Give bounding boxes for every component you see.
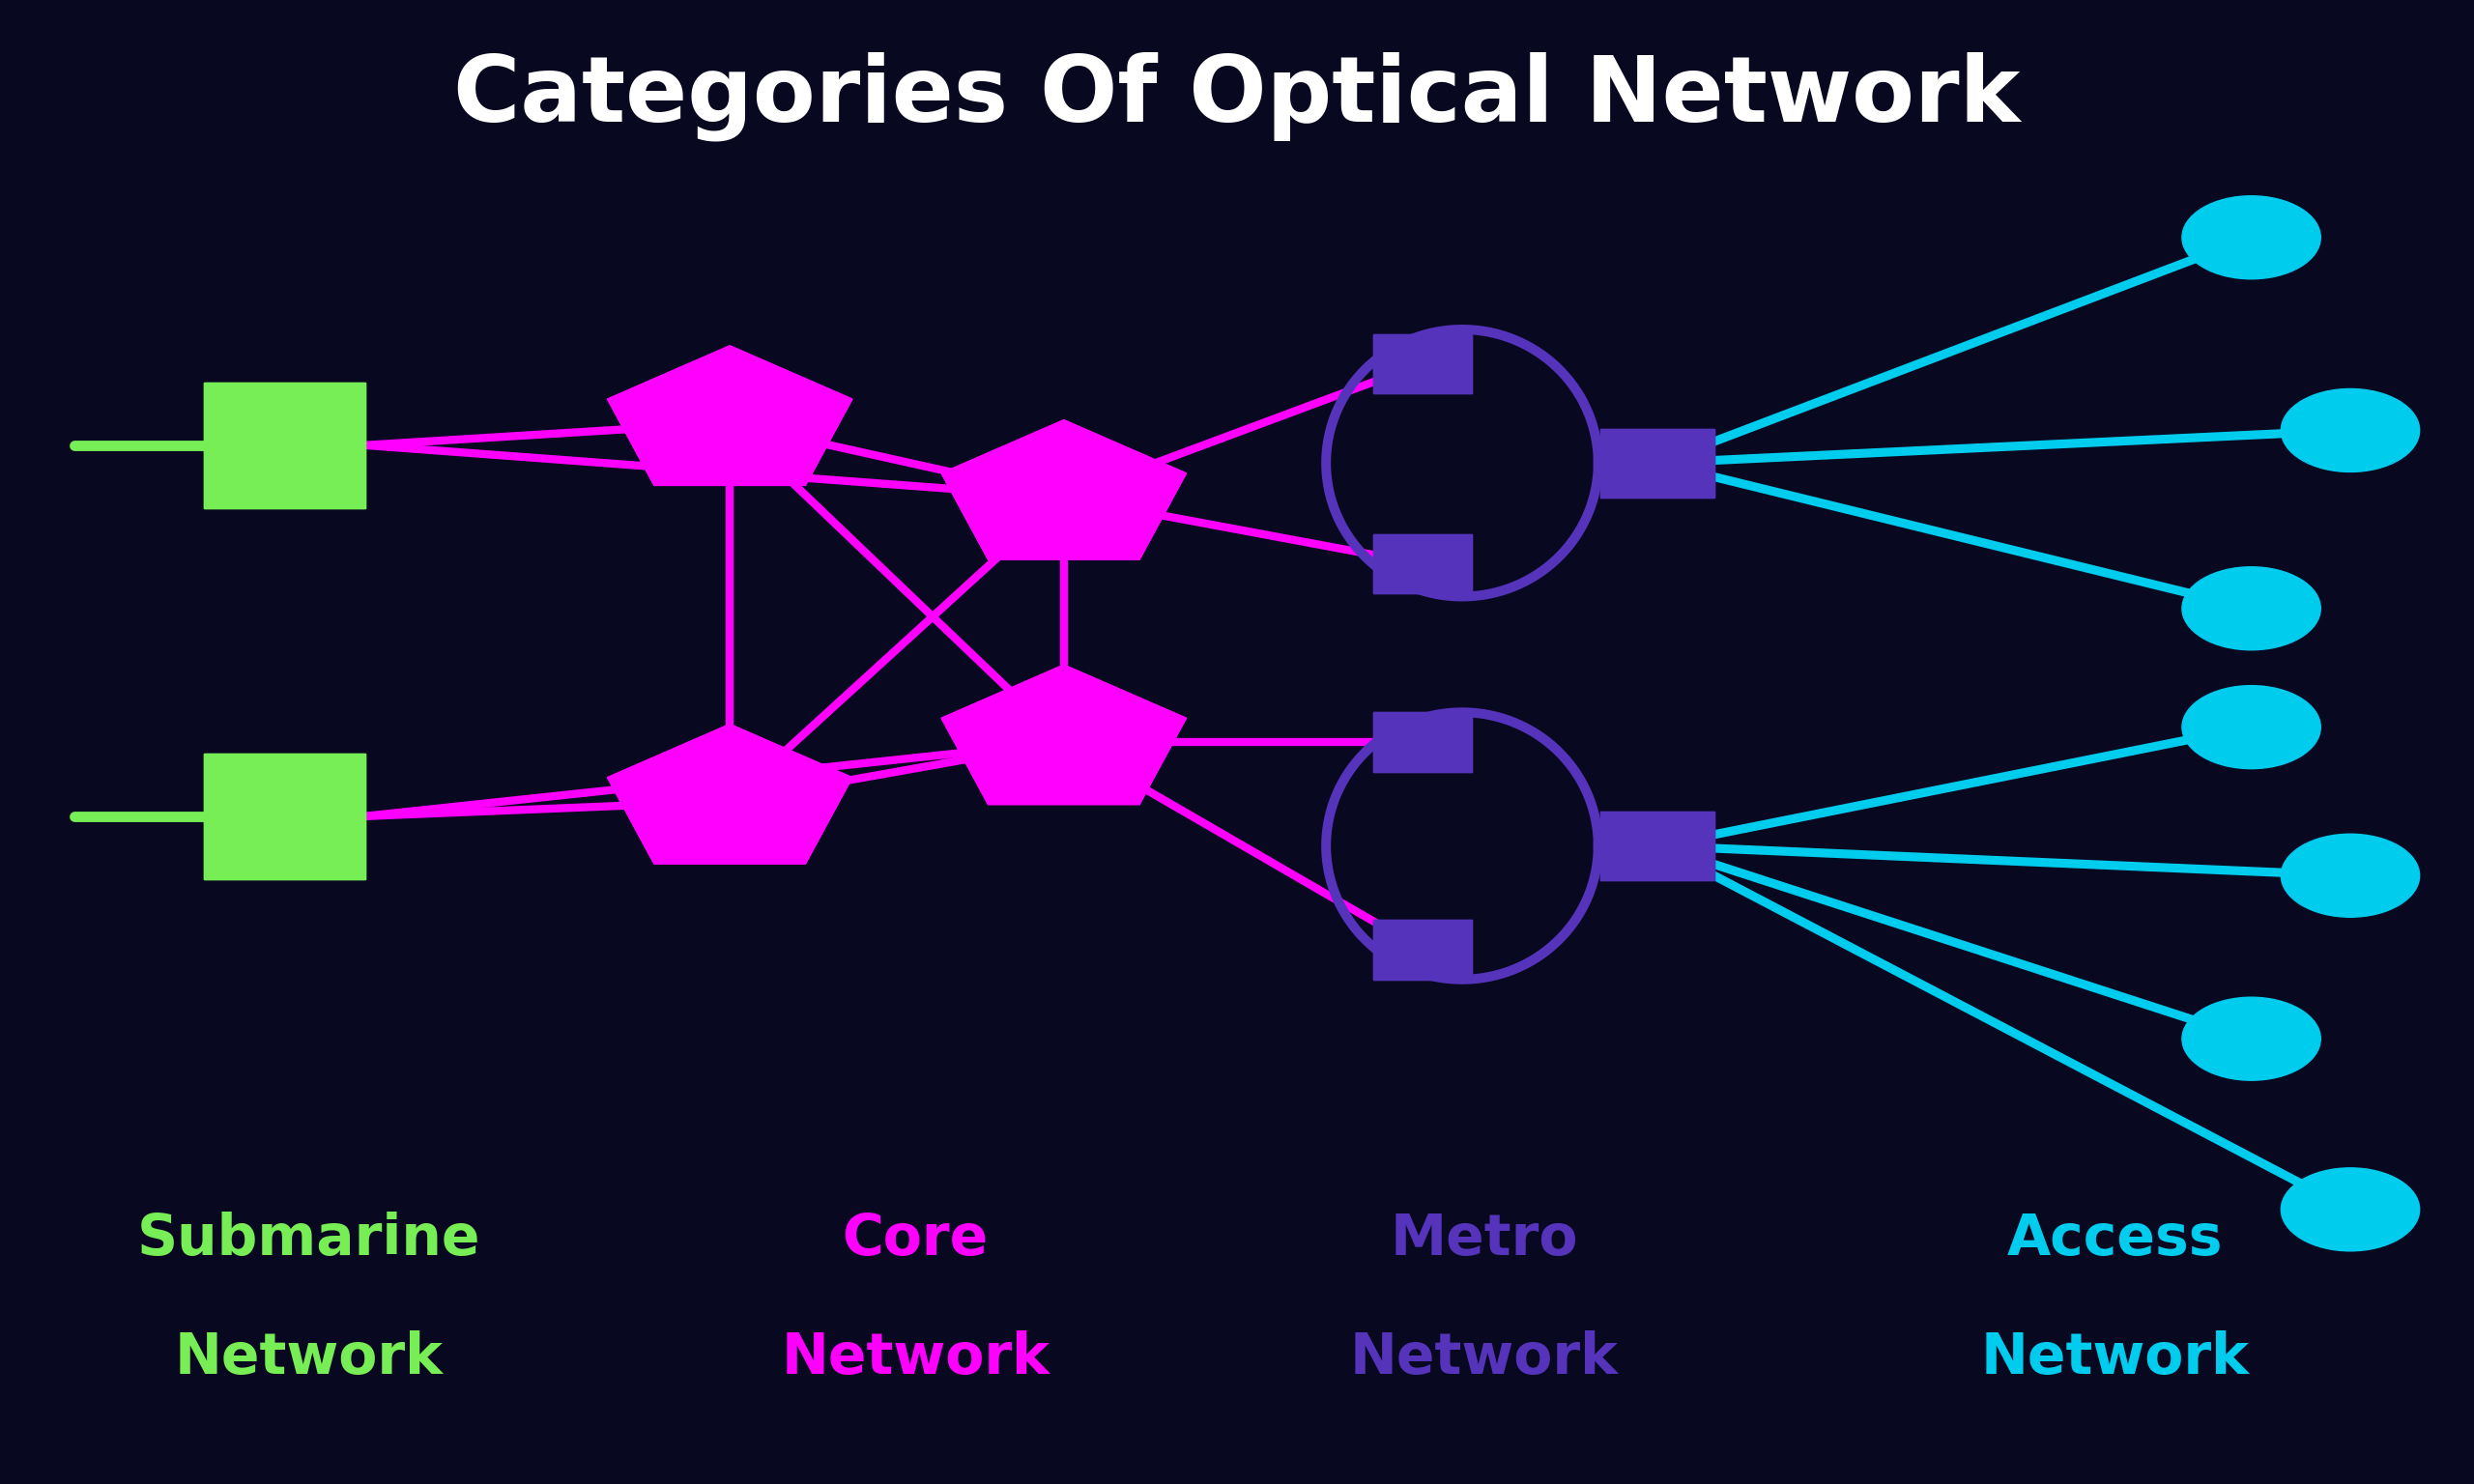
Text: Network: Network: [1982, 1330, 2249, 1386]
FancyBboxPatch shape: [1373, 920, 1472, 979]
FancyBboxPatch shape: [205, 754, 366, 879]
Polygon shape: [943, 420, 1185, 559]
FancyBboxPatch shape: [1373, 712, 1472, 772]
FancyBboxPatch shape: [1373, 712, 1472, 772]
Polygon shape: [943, 420, 1185, 559]
Circle shape: [2281, 834, 2420, 917]
Polygon shape: [609, 346, 851, 485]
FancyBboxPatch shape: [205, 383, 366, 508]
FancyBboxPatch shape: [1373, 334, 1472, 393]
Text: Access: Access: [2006, 1211, 2224, 1267]
FancyBboxPatch shape: [1373, 534, 1472, 594]
Circle shape: [2182, 686, 2321, 769]
FancyBboxPatch shape: [205, 754, 366, 879]
Circle shape: [2281, 1168, 2420, 1251]
Circle shape: [2182, 567, 2321, 650]
Circle shape: [2281, 389, 2420, 472]
FancyBboxPatch shape: [1373, 534, 1472, 594]
Polygon shape: [609, 346, 851, 485]
Text: Metro: Metro: [1390, 1211, 1578, 1267]
Text: Submarine: Submarine: [139, 1211, 480, 1267]
Text: Core: Core: [841, 1211, 990, 1267]
FancyBboxPatch shape: [1373, 334, 1472, 393]
Circle shape: [2182, 997, 2321, 1080]
FancyBboxPatch shape: [1601, 429, 1714, 497]
Text: Network: Network: [176, 1330, 443, 1386]
Text: Network: Network: [1351, 1330, 1618, 1386]
FancyBboxPatch shape: [1373, 920, 1472, 979]
Polygon shape: [609, 724, 851, 864]
Text: Categories Of Optical Network: Categories Of Optical Network: [453, 52, 2021, 141]
Polygon shape: [943, 665, 1185, 804]
FancyBboxPatch shape: [1601, 429, 1714, 497]
Text: Network: Network: [782, 1330, 1049, 1386]
Circle shape: [2182, 196, 2321, 279]
FancyBboxPatch shape: [1601, 812, 1714, 880]
FancyBboxPatch shape: [205, 383, 366, 508]
Polygon shape: [943, 665, 1185, 804]
Polygon shape: [609, 724, 851, 864]
FancyBboxPatch shape: [1601, 812, 1714, 880]
